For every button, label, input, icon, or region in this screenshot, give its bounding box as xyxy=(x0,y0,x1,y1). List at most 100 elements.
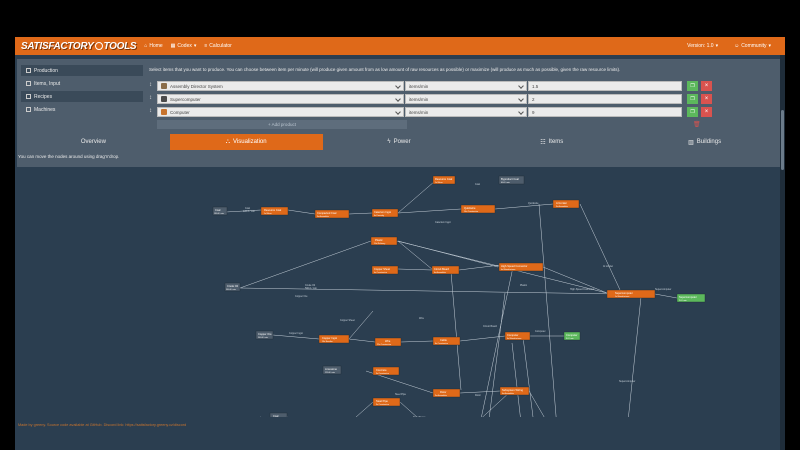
drag-handle-icon[interactable]: ↕ xyxy=(149,108,152,114)
nav-home-label: Home xyxy=(149,43,163,49)
edge-label: Circuit Board xyxy=(483,325,497,328)
duplicate-button[interactable]: ❐ xyxy=(687,107,698,117)
product-amount-value: 1.5 xyxy=(532,83,539,89)
remove-button[interactable]: × xyxy=(701,107,712,117)
building-icon: ▥ xyxy=(688,139,694,146)
svg-text:9.0 / min: 9.0 / min xyxy=(566,338,574,340)
svg-text:6x Assembler: 6x Assembler xyxy=(434,271,446,274)
remove-button[interactable]: × xyxy=(701,94,712,104)
product-row: ↕ Computer items/min 9 ❐ × xyxy=(149,107,749,117)
edge-label: Plastic xyxy=(520,284,528,287)
page-scrollbar[interactable] xyxy=(780,55,785,450)
sidebar-item-label: Recipes xyxy=(34,93,53,100)
edge-label: Coal xyxy=(245,207,250,210)
tab-buildings[interactable]: ▥ Buildings xyxy=(628,134,781,150)
product-unit-select[interactable]: items/min xyxy=(405,81,527,91)
svg-text:120.0 / min: 120.0 / min xyxy=(325,372,335,374)
svg-text:Copper Ore: Copper Ore xyxy=(258,332,272,336)
svg-text:60.0 / min: 60.0 / min xyxy=(501,182,510,184)
drag-handle-icon[interactable]: ↕ xyxy=(149,95,152,101)
product-unit-select[interactable]: items/min xyxy=(405,107,527,117)
sidebar-item-recipes[interactable]: Recipes xyxy=(21,91,143,102)
product-amount-input[interactable]: 1.5 xyxy=(528,81,682,91)
duplicate-button[interactable]: ❐ xyxy=(687,81,698,91)
tab-visualization[interactable]: ⛬ Visualization xyxy=(169,134,323,150)
recipe-icon xyxy=(26,94,31,99)
product-item-select[interactable]: Computer xyxy=(157,107,404,117)
nav-codex[interactable]: ▦ Codex ▾ xyxy=(171,43,197,49)
tab-overview[interactable]: Overview xyxy=(17,134,170,150)
product-amount-input[interactable]: 9 xyxy=(528,107,682,117)
svg-text:25x Constructor: 25x Constructor xyxy=(377,343,391,346)
product-item-select[interactable]: Supercomputer xyxy=(157,94,404,104)
svg-text:1x Miner: 1x Miner xyxy=(435,182,443,184)
sidebar-item-label: Production xyxy=(34,67,58,74)
product-item-select[interactable]: Assembly Director System xyxy=(157,81,404,91)
svg-text:18x Smelter: 18x Smelter xyxy=(322,340,333,343)
copy-icon: ❐ xyxy=(690,96,695,102)
trash-icon[interactable]: 🗑 xyxy=(693,122,701,128)
svg-text:6x Manufacturer: 6x Manufacturer xyxy=(507,337,522,340)
graph-node[interactable]: Coal90.0 / min xyxy=(269,412,288,417)
product-item-label: Supercomputer xyxy=(170,96,201,102)
sidebar-item-items-input[interactable]: Items, Input xyxy=(21,78,143,89)
copy-icon: ❐ xyxy=(690,109,695,115)
machine-icon xyxy=(26,107,31,112)
product-amount-input[interactable]: 2 xyxy=(528,94,682,104)
remove-button[interactable]: × xyxy=(701,81,712,91)
svg-text:Limestone: Limestone xyxy=(325,367,338,371)
svg-text:Crude Oil: Crude Oil xyxy=(227,284,238,288)
tab-power[interactable]: ϟ Power xyxy=(323,134,476,150)
drag-handle-icon[interactable]: ↕ xyxy=(149,82,152,88)
product-amount-value: 9 xyxy=(532,109,535,115)
tab-items[interactable]: ☷ Items xyxy=(475,134,628,150)
scrollbar-thumb[interactable] xyxy=(781,110,784,170)
product-item-icon xyxy=(161,96,167,102)
chevron-down-icon xyxy=(518,83,524,89)
nav-home[interactable]: ⌂ Home xyxy=(144,43,162,49)
graph-edges xyxy=(225,180,678,417)
add-product-button[interactable]: + Add product xyxy=(157,120,407,129)
svg-text:4x Manufacturer: 4x Manufacturer xyxy=(501,268,516,271)
duplicate-button[interactable]: ❐ xyxy=(687,94,698,104)
svg-text:Resource Coal: Resource Coal xyxy=(435,177,453,181)
product-unit-select[interactable]: items/min xyxy=(405,94,527,104)
caret-down-icon: ▾ xyxy=(715,43,719,49)
svg-text:Rotor: Rotor xyxy=(440,390,446,394)
sidebar-item-machines[interactable]: Machines xyxy=(21,104,143,115)
sidebar-item-production[interactable]: Production xyxy=(21,65,143,76)
production-graph[interactable]: Coal 120.0 / min Crude Oil 560.0 / min C… xyxy=(15,157,785,417)
chevron-down-icon xyxy=(395,109,401,115)
nav-calculator[interactable]: ≡ Calculator xyxy=(204,43,231,49)
community-dropdown[interactable]: ☺ Community ▾ xyxy=(734,43,771,49)
brand-logo[interactable]: SATISFACTORY TOOLS xyxy=(21,41,137,52)
version-dropdown[interactable]: Version: 1.0 ▾ xyxy=(687,43,718,49)
